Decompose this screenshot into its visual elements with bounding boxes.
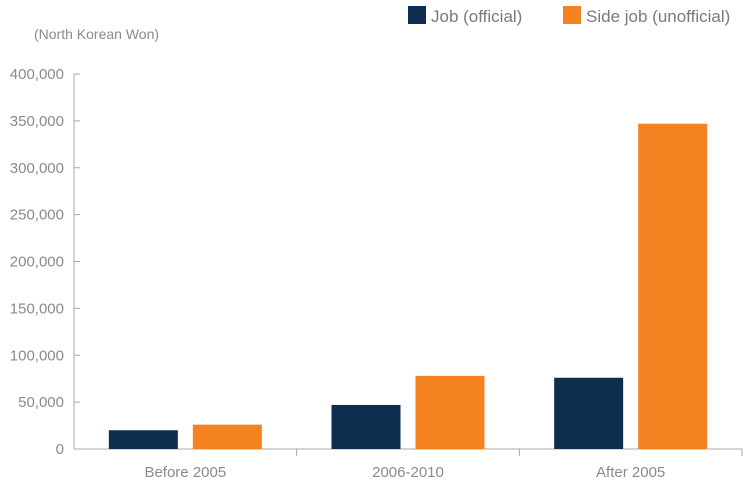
y-tick-label: 100,000 bbox=[10, 347, 64, 364]
x-tick-label: 2006-2010 bbox=[372, 464, 444, 481]
x-tick-label: After 2005 bbox=[596, 464, 665, 481]
bar-side-job-unofficial bbox=[192, 424, 262, 449]
y-axis: 0 50,000 100,000 150,000 200,000 250,000 300,0… bbox=[10, 66, 80, 458]
legend-label-job-official: Job (official) bbox=[431, 7, 522, 26]
bar-side-job-unofficial bbox=[638, 123, 708, 449]
x-axis bbox=[74, 448, 743, 456]
legend-label-side-job-unofficial: Side job (unofficial) bbox=[586, 7, 730, 26]
y-tick-label: 400,000 bbox=[10, 66, 64, 83]
y-unit-label: (North Korean Won) bbox=[34, 26, 159, 42]
y-tick-label: 0 bbox=[56, 441, 64, 458]
legend-swatch-side-job-unofficial bbox=[563, 6, 581, 24]
y-tick-label: 200,000 bbox=[10, 254, 64, 271]
y-tick-label: 350,000 bbox=[10, 113, 64, 130]
bars bbox=[108, 123, 708, 449]
legend: Job (official) Side job (unofficial) bbox=[408, 6, 730, 26]
bar-side-job-unofficial bbox=[415, 375, 485, 449]
x-tick-label: Before 2005 bbox=[144, 464, 226, 481]
y-tick-label: 50,000 bbox=[18, 394, 64, 411]
x-tick-labels: Before 2005 2006-2010 After 2005 bbox=[144, 464, 665, 481]
y-tick-label: 150,000 bbox=[10, 300, 64, 317]
y-tick-label: 300,000 bbox=[10, 160, 64, 177]
bar-job-official bbox=[554, 377, 624, 449]
legend-swatch-job-official bbox=[408, 6, 426, 24]
y-tick-label: 250,000 bbox=[10, 207, 64, 224]
bar-job-official bbox=[331, 404, 401, 449]
bar-job-official bbox=[108, 430, 178, 449]
